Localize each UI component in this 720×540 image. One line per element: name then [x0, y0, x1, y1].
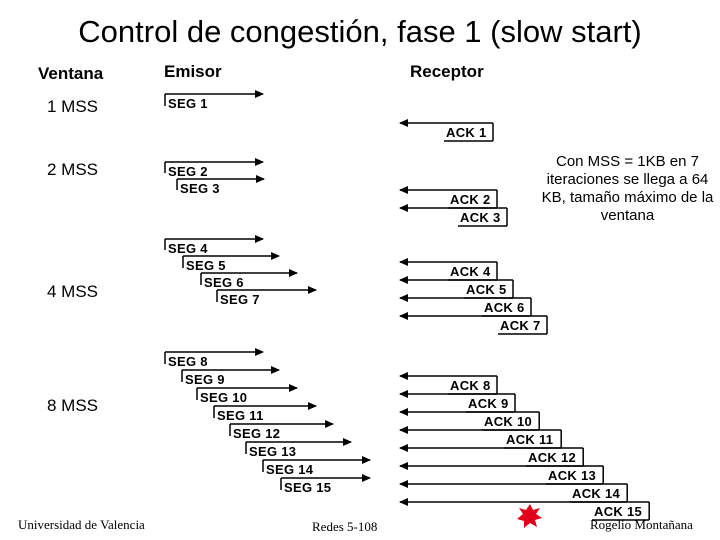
window-column-header: Ventana	[38, 64, 104, 83]
window-size-label: 4 MSS	[47, 282, 99, 301]
footer-slide-number: Redes 5-108	[312, 519, 378, 534]
segment-label: SEG 1	[168, 96, 208, 111]
segment-label: SEG 2	[168, 164, 208, 179]
window-size-label: 2 MSS	[47, 160, 99, 179]
segment-label: SEG 15	[284, 480, 332, 495]
segment-label: SEG 11	[217, 408, 264, 423]
ack-label: ACK 9	[468, 396, 509, 411]
ack-label: ACK 6	[484, 300, 525, 315]
segment-label: SEG 7	[220, 292, 260, 307]
ack-label: ACK 1	[446, 125, 487, 140]
window-size-label: 1 MSS	[47, 97, 99, 116]
footer-university: Universidad de Valencia	[18, 517, 145, 532]
segment-label: SEG 12	[233, 426, 281, 441]
segment-label: SEG 10	[200, 390, 248, 405]
segment-label: SEG 14	[266, 462, 314, 477]
ack-label: ACK 2	[450, 192, 491, 207]
slide-title: Control de congestión, fase 1 (slow star…	[78, 14, 642, 49]
window-size-label: 8 MSS	[47, 396, 99, 415]
ack-label: ACK 3	[460, 210, 501, 225]
sender-column-header: Emisor	[164, 62, 222, 81]
ack-label: ACK 11	[506, 432, 554, 447]
ack-label: ACK 15	[594, 504, 643, 519]
ack-label: ACK 10	[484, 414, 533, 429]
segment-label: SEG 8	[168, 354, 208, 369]
ack-label: ACK 7	[500, 318, 541, 333]
segment-label: SEG 13	[249, 444, 297, 459]
footer-author: Rogelio Montañana	[590, 517, 693, 532]
segment-label: SEG 5	[186, 258, 226, 273]
slow-start-note: Con MSS = 1KB en 7 iteraciones se llega …	[541, 153, 714, 224]
segment-label: SEG 4	[168, 241, 208, 256]
ack-label: ACK 14	[572, 486, 621, 501]
collision-burst-icon	[517, 504, 542, 528]
segment-label: SEG 3	[180, 181, 220, 196]
ack-label: ACK 13	[548, 468, 597, 483]
ack-label: ACK 12	[528, 450, 577, 465]
segment-label: SEG 9	[185, 372, 225, 387]
segment-label: SEG 6	[204, 275, 244, 290]
ack-label: ACK 5	[466, 282, 507, 297]
ack-label: ACK 8	[450, 378, 491, 393]
ack-label: ACK 4	[450, 264, 491, 279]
receiver-column-header: Receptor	[410, 62, 484, 81]
